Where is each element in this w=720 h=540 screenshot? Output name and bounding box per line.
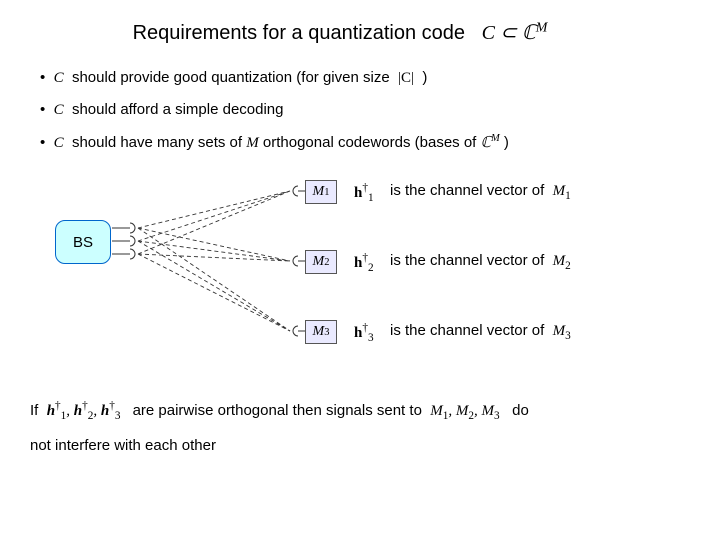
bullet-1-a: should provide good quantization (for gi… [72,69,390,86]
diagram: BS M1 M2 M3 h†1 h†2 h†3 is the channel v… [30,168,690,388]
bullet-list: • C should provide good quantization (fo… [30,69,690,152]
bullet-3: • C should have many sets of M orthogona… [40,133,690,152]
bullet-3-b: ) [500,134,509,151]
bullet-1-mid: |C| [398,70,414,86]
bullet-1: • C should provide good quantization (fo… [40,69,690,87]
desc-2: is the channel vector of M2 [390,252,571,272]
mobile-2-node: M2 [305,250,337,274]
bullet-3-mid: orthogonal codewords (bases of [259,134,481,151]
desc-1: is the channel vector of M1 [390,182,571,202]
desc-3: is the channel vector of M3 [390,322,571,342]
bullet-3-m: M [246,135,259,151]
bullet-3-a: should have many sets of [72,134,246,151]
page-title: Requirements for a quantization code C ⊂… [0,20,690,45]
title-math: C ⊂ ℂM [482,22,548,44]
h1-label: h†1 [354,182,374,204]
bullet-2-sym: C [54,102,64,118]
bullet-1-sym: C [54,70,64,86]
network-svg [30,168,350,368]
h2-label: h†2 [354,252,374,274]
bs-node: BS [55,220,111,264]
bullet-2: • C should afford a simple decoding [40,101,690,119]
title-text: Requirements for a quantization code [133,22,465,44]
mobile-3-node: M3 [305,320,337,344]
bottom-text: If h†1, h†2, h†3 are pairwise orthogonal… [30,394,690,462]
bullet-2-a: should afford a simple decoding [72,101,284,118]
bullet-3-sym: C [54,135,64,151]
bullet-1-b: ) [422,69,427,86]
bullet-3-cm: ℂM [481,135,500,151]
h3-label: h†3 [354,322,374,344]
mobile-1-node: M1 [305,180,337,204]
